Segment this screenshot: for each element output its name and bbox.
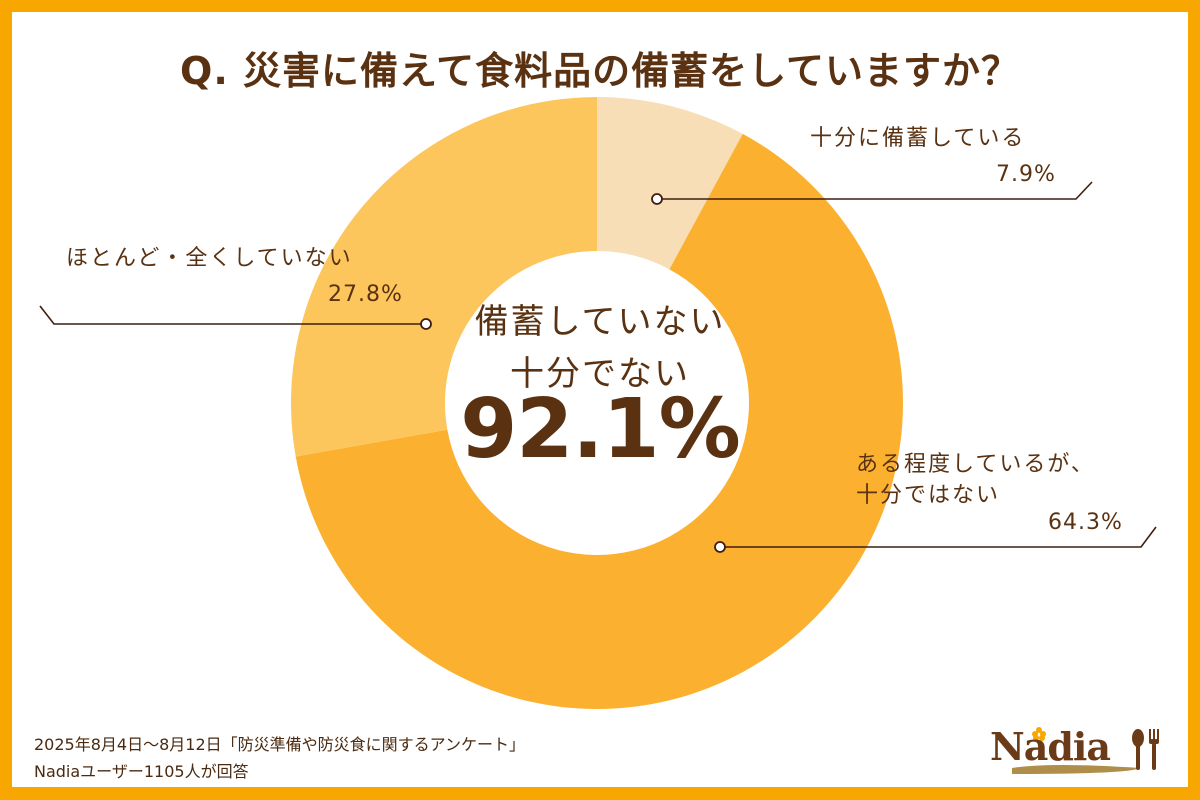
segment-percent-fully-stocked: 7.9% xyxy=(996,162,1056,187)
survey-period-note: 2025年8月4日～8月12日「防災準備や防災食に関するアンケート」 xyxy=(34,735,525,754)
leader-line-27-8 xyxy=(39,305,426,325)
leader-dot-64-3 xyxy=(714,541,726,553)
leader-dot-7-9 xyxy=(651,193,663,205)
logo-fork-icon xyxy=(1149,729,1159,770)
donut-segment-2 xyxy=(291,97,597,457)
nadia-logo: Nadia xyxy=(990,724,1165,774)
center-label-line2: 十分でない xyxy=(510,354,690,394)
donut-segments xyxy=(291,97,903,710)
leader-dots xyxy=(420,193,726,553)
leader-line-64-3 xyxy=(720,526,1157,548)
segment-label-partial-line1: ある程度しているが、 xyxy=(856,452,1095,477)
donut-segment-1 xyxy=(295,133,903,710)
logo-flower-icon xyxy=(1032,727,1046,741)
logo-spoon-icon xyxy=(1132,729,1144,770)
segment-percent-partial: 64.3% xyxy=(1048,510,1123,535)
logo-text: Nadia xyxy=(990,724,1111,769)
segment-label-none: ほとんど・全くしていない xyxy=(66,246,353,271)
center-label-line1: 備蓄していない xyxy=(474,302,726,342)
chart-title: Q. 災害に備えて食料品の備蓄をしていますか？ xyxy=(180,49,1020,93)
segment-label-partial-line2: 十分ではない xyxy=(856,483,1001,508)
leader-lines xyxy=(39,181,1157,548)
donut-segment-0 xyxy=(597,97,743,270)
segment-label-fully-stocked: 十分に備蓄している xyxy=(810,126,1026,151)
center-total-value: 92.1% xyxy=(460,382,740,477)
segment-percent-none: 27.8% xyxy=(328,282,403,307)
leader-line-7-9 xyxy=(657,181,1093,200)
logo-graphic xyxy=(1012,727,1159,774)
leader-dot-27-8 xyxy=(420,318,432,330)
respondent-count-note: Nadiaユーザー1105人が回答 xyxy=(34,762,249,781)
